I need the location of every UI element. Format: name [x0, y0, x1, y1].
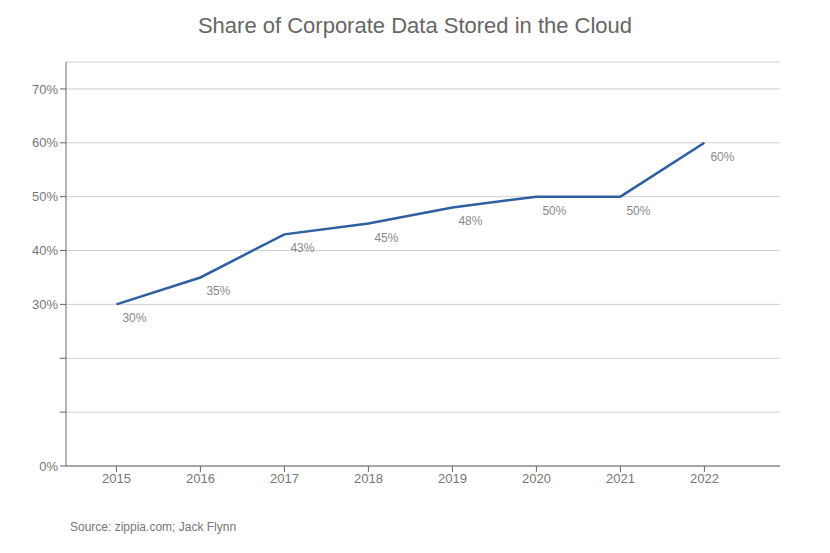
svg-text:70%: 70% — [32, 82, 58, 97]
svg-text:40%: 40% — [32, 243, 58, 258]
svg-text:48%: 48% — [458, 214, 482, 228]
svg-text:2020: 2020 — [522, 471, 551, 486]
svg-text:35%: 35% — [206, 284, 230, 298]
svg-text:50%: 50% — [542, 204, 566, 218]
svg-text:2015: 2015 — [102, 471, 131, 486]
svg-text:2019: 2019 — [438, 471, 467, 486]
svg-text:45%: 45% — [374, 231, 398, 245]
svg-text:2017: 2017 — [270, 471, 299, 486]
svg-text:2018: 2018 — [354, 471, 383, 486]
svg-text:30%: 30% — [32, 297, 58, 312]
svg-text:43%: 43% — [290, 241, 314, 255]
svg-text:2016: 2016 — [186, 471, 215, 486]
svg-text:0%: 0% — [39, 459, 58, 474]
svg-text:2022: 2022 — [690, 471, 719, 486]
svg-text:50%: 50% — [32, 189, 58, 204]
svg-text:60%: 60% — [710, 150, 734, 164]
svg-text:60%: 60% — [32, 135, 58, 150]
svg-text:50%: 50% — [626, 204, 650, 218]
svg-text:30%: 30% — [122, 311, 146, 325]
svg-text:2021: 2021 — [606, 471, 635, 486]
html-text:Share of Corporate Data Stored: Share of Corporate Data Stored in the Cl… — [197, 13, 633, 38]
html-text:Source: zippia.com; Jack Flynn: Source: zippia.com; Jack Flynn — [70, 520, 237, 534]
